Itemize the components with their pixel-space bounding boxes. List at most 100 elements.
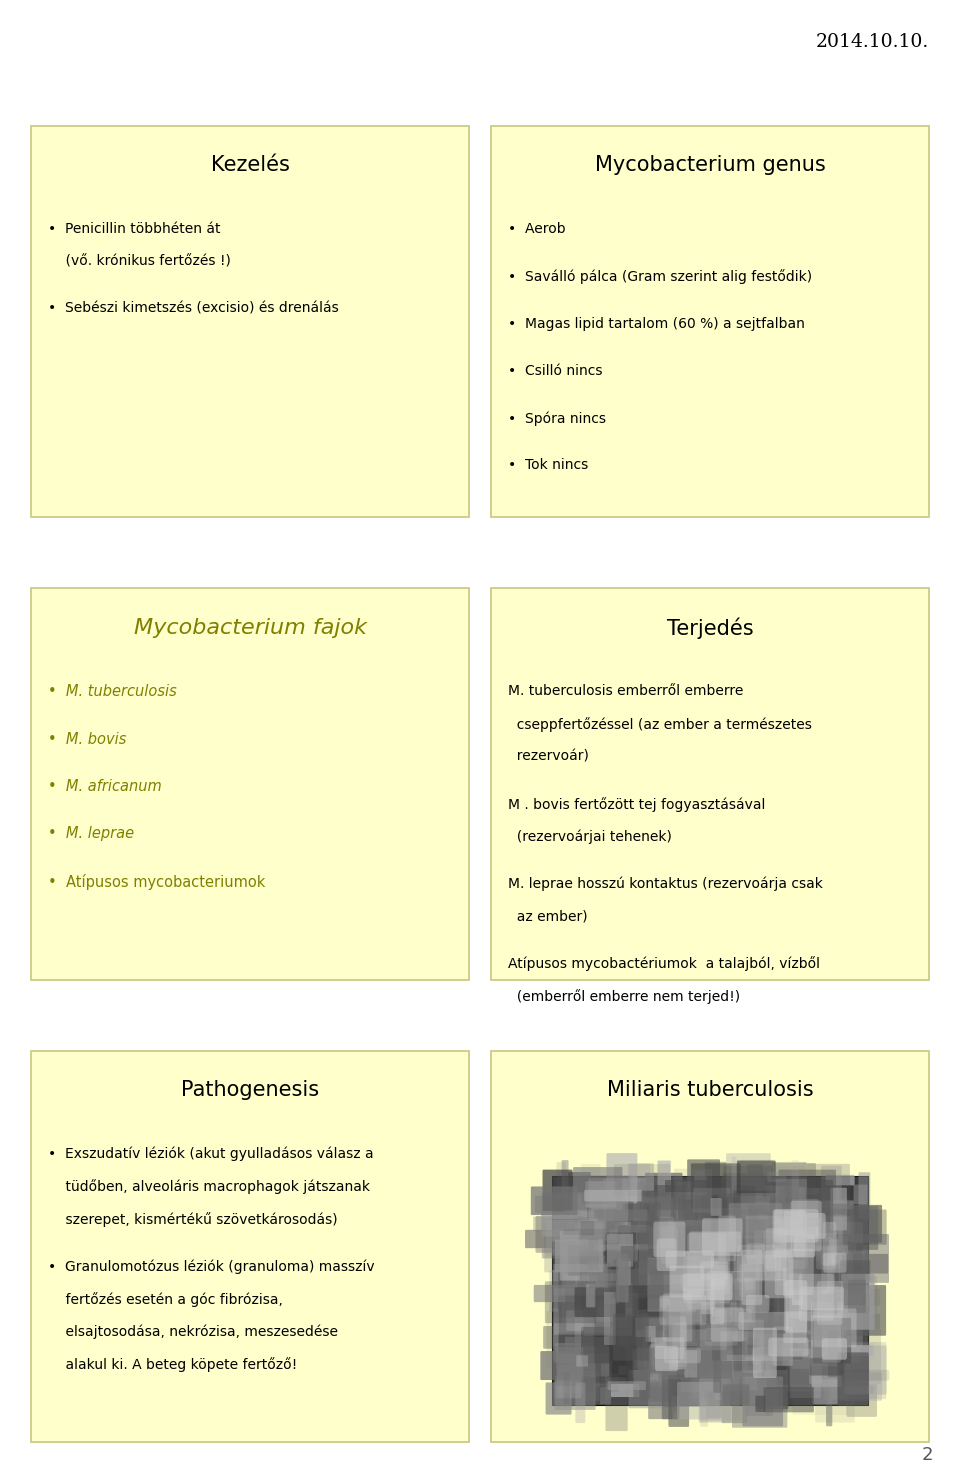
FancyBboxPatch shape — [798, 1279, 806, 1307]
FancyBboxPatch shape — [835, 1294, 863, 1347]
FancyBboxPatch shape — [639, 1228, 689, 1275]
FancyBboxPatch shape — [545, 1383, 571, 1414]
FancyBboxPatch shape — [853, 1185, 868, 1204]
FancyBboxPatch shape — [747, 1244, 764, 1265]
FancyBboxPatch shape — [756, 1259, 765, 1276]
FancyBboxPatch shape — [684, 1199, 698, 1251]
FancyBboxPatch shape — [656, 1204, 698, 1259]
FancyBboxPatch shape — [732, 1334, 748, 1371]
FancyBboxPatch shape — [552, 1233, 602, 1242]
FancyBboxPatch shape — [31, 1050, 469, 1442]
FancyBboxPatch shape — [491, 589, 929, 979]
FancyBboxPatch shape — [816, 1233, 837, 1269]
FancyBboxPatch shape — [784, 1188, 821, 1199]
FancyBboxPatch shape — [821, 1331, 840, 1346]
FancyBboxPatch shape — [715, 1309, 752, 1322]
FancyBboxPatch shape — [663, 1377, 708, 1407]
FancyBboxPatch shape — [697, 1341, 732, 1378]
FancyBboxPatch shape — [801, 1334, 834, 1355]
FancyBboxPatch shape — [837, 1288, 880, 1306]
FancyBboxPatch shape — [766, 1341, 811, 1389]
FancyBboxPatch shape — [535, 1195, 585, 1213]
FancyBboxPatch shape — [758, 1236, 809, 1279]
FancyBboxPatch shape — [784, 1211, 806, 1235]
FancyBboxPatch shape — [701, 1260, 712, 1285]
FancyBboxPatch shape — [843, 1210, 887, 1245]
FancyBboxPatch shape — [665, 1180, 709, 1192]
FancyBboxPatch shape — [729, 1222, 779, 1233]
FancyBboxPatch shape — [588, 1179, 629, 1222]
FancyBboxPatch shape — [743, 1273, 780, 1328]
FancyBboxPatch shape — [789, 1260, 804, 1304]
FancyBboxPatch shape — [841, 1344, 873, 1356]
FancyBboxPatch shape — [757, 1344, 772, 1377]
FancyBboxPatch shape — [625, 1346, 634, 1396]
FancyBboxPatch shape — [584, 1239, 617, 1251]
FancyBboxPatch shape — [677, 1182, 702, 1222]
FancyBboxPatch shape — [739, 1263, 759, 1297]
FancyBboxPatch shape — [553, 1318, 592, 1346]
Text: alakul ki. A beteg köpete fertőző!: alakul ki. A beteg köpete fertőző! — [48, 1356, 298, 1371]
FancyBboxPatch shape — [575, 1307, 594, 1364]
Text: 2014.10.10.: 2014.10.10. — [816, 33, 929, 50]
FancyBboxPatch shape — [785, 1223, 806, 1259]
FancyBboxPatch shape — [613, 1204, 658, 1245]
FancyBboxPatch shape — [744, 1235, 751, 1256]
FancyBboxPatch shape — [799, 1202, 825, 1247]
FancyBboxPatch shape — [581, 1273, 616, 1281]
FancyBboxPatch shape — [594, 1290, 639, 1307]
FancyBboxPatch shape — [790, 1285, 838, 1302]
FancyBboxPatch shape — [681, 1378, 728, 1392]
FancyBboxPatch shape — [794, 1260, 824, 1300]
FancyBboxPatch shape — [592, 1192, 625, 1233]
FancyBboxPatch shape — [815, 1322, 830, 1337]
FancyBboxPatch shape — [614, 1185, 647, 1222]
FancyBboxPatch shape — [756, 1396, 765, 1412]
FancyBboxPatch shape — [638, 1247, 685, 1285]
FancyBboxPatch shape — [798, 1337, 844, 1356]
FancyBboxPatch shape — [684, 1253, 710, 1290]
Text: M. leprae hosszú kontaktus (rezervoárja csak: M. leprae hosszú kontaktus (rezervoárja … — [508, 877, 823, 890]
FancyBboxPatch shape — [664, 1347, 701, 1364]
FancyBboxPatch shape — [555, 1375, 595, 1409]
FancyBboxPatch shape — [491, 126, 929, 518]
FancyBboxPatch shape — [660, 1333, 684, 1365]
Text: 2: 2 — [922, 1446, 933, 1464]
FancyBboxPatch shape — [586, 1182, 616, 1207]
FancyBboxPatch shape — [791, 1352, 845, 1368]
FancyBboxPatch shape — [774, 1162, 816, 1191]
FancyBboxPatch shape — [618, 1225, 631, 1269]
FancyBboxPatch shape — [591, 1204, 607, 1235]
FancyBboxPatch shape — [760, 1202, 796, 1225]
FancyBboxPatch shape — [710, 1307, 744, 1341]
FancyBboxPatch shape — [683, 1256, 712, 1291]
FancyBboxPatch shape — [848, 1279, 866, 1313]
FancyBboxPatch shape — [734, 1186, 756, 1208]
FancyBboxPatch shape — [795, 1282, 839, 1294]
FancyBboxPatch shape — [575, 1275, 581, 1312]
FancyBboxPatch shape — [786, 1284, 829, 1327]
FancyBboxPatch shape — [557, 1347, 610, 1386]
FancyBboxPatch shape — [842, 1254, 888, 1273]
FancyBboxPatch shape — [802, 1195, 819, 1228]
FancyBboxPatch shape — [809, 1356, 822, 1384]
FancyBboxPatch shape — [633, 1182, 655, 1204]
FancyBboxPatch shape — [790, 1312, 822, 1358]
FancyBboxPatch shape — [775, 1321, 790, 1367]
FancyBboxPatch shape — [723, 1384, 750, 1405]
FancyBboxPatch shape — [598, 1269, 650, 1285]
FancyBboxPatch shape — [842, 1328, 851, 1346]
FancyBboxPatch shape — [605, 1222, 618, 1275]
FancyBboxPatch shape — [824, 1368, 847, 1401]
FancyBboxPatch shape — [618, 1259, 631, 1285]
FancyBboxPatch shape — [643, 1185, 685, 1210]
FancyBboxPatch shape — [611, 1336, 628, 1349]
FancyBboxPatch shape — [806, 1245, 848, 1256]
Text: tüdőben, alveoláris macrophagok játszanak: tüdőben, alveoláris macrophagok játszana… — [48, 1179, 370, 1194]
FancyBboxPatch shape — [672, 1330, 706, 1346]
FancyBboxPatch shape — [768, 1287, 812, 1296]
FancyBboxPatch shape — [649, 1192, 695, 1245]
FancyBboxPatch shape — [613, 1315, 628, 1328]
FancyBboxPatch shape — [830, 1204, 849, 1214]
FancyBboxPatch shape — [614, 1214, 646, 1233]
